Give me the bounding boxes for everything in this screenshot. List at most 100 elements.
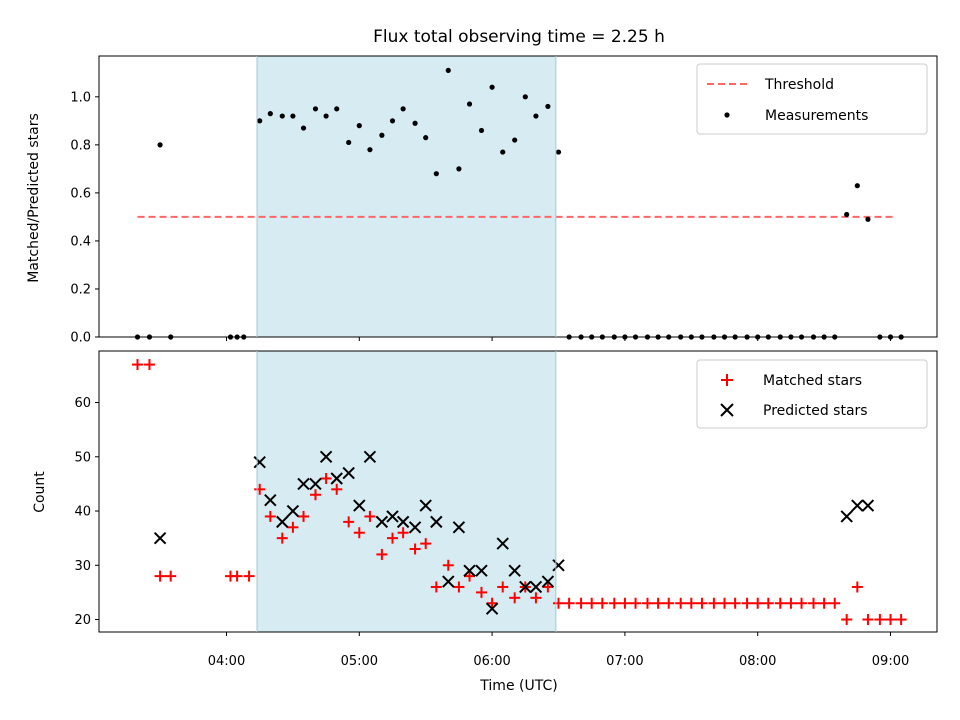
measurement-point [445,67,451,74]
predicted-point [297,477,310,491]
chart-title: Flux total observing time = 2.25 h [373,27,665,47]
matched-point [675,597,687,609]
matched-point [575,597,587,609]
measurement-point [512,137,518,143]
predicted-point [861,499,875,512]
measurement-point [412,120,418,126]
predicted-point [430,515,443,529]
measurement-point [379,132,385,138]
measurement-point [423,135,429,141]
ratio-panel: 0.0 0.2 0.4 0.6 0.8 1.0 Matched/Predicted sta… [26,55,938,346]
predicted-point [463,564,476,577]
matched-point [475,586,487,598]
measurement-point [400,106,406,112]
matched-point [364,510,376,522]
matched-point [276,532,288,544]
matched-point [442,559,454,571]
matched-point [895,614,907,626]
x-axis-label: Time (UTC) [479,678,557,694]
measurement-point [290,113,296,119]
matched-point [563,597,575,609]
predicted-point [363,450,377,463]
matched-point [453,581,465,593]
matched-point [818,597,830,609]
matched-point [829,597,841,609]
matched-point [420,538,432,550]
measurement-point [279,113,285,119]
predicted-point [519,580,532,594]
matched-point [509,592,521,604]
matched-point [254,483,266,495]
matched-point [752,597,764,609]
measurement-point [489,84,495,90]
matched-point [663,597,675,609]
matched-point [762,597,774,609]
matched-point [165,570,177,582]
predicted-point [529,580,543,594]
predicted-point [386,510,399,523]
matched-point [685,597,697,609]
matched-point [231,570,243,582]
measurement-point [533,113,539,119]
ratio-legend-box [696,63,928,135]
matched-point [586,597,598,609]
count-x-tick-label: 08:00 [739,654,776,669]
matched-point [851,581,863,593]
count-panel-frame [98,350,938,633]
measurement-point [257,118,263,124]
ratio-y-tick-label: 0.0 [70,331,91,346]
count-y-tick-label: 40 [74,505,91,520]
matched-point [841,614,853,626]
ratio-y-ticks: 0.0 0.2 0.4 0.6 0.8 1.0 [70,90,99,346]
count-x-tick-label: 04:00 [208,654,245,669]
measurement-point [346,139,352,146]
measurement-points [134,67,904,340]
matched-point [132,359,144,371]
predicted-point [442,575,455,588]
matched-point [729,597,741,609]
count-x-tick-label: 09:00 [872,654,909,669]
count-y-tick-label: 30 [74,559,91,574]
matched-points [132,359,907,626]
ratio-x-ticks [225,337,892,341]
matched-point [486,597,498,609]
matched-point [553,597,565,609]
observing-span-bottom [257,351,556,632]
matched-point [376,548,388,560]
measurement-point [555,149,562,155]
measurement-point [456,166,462,172]
matched-point [397,527,409,539]
count-legend-box [696,359,928,429]
matched-point [874,614,886,626]
predicted-point [552,559,565,572]
predicted-point [419,499,432,512]
predicted-point [276,515,289,529]
count-y-tick-label: 50 [74,450,91,465]
ratio-y-tick-label: 1.0 [70,90,91,105]
ratio-y-axis-label: Matched/Predicted stars [26,113,42,283]
predicted-point [319,450,333,463]
matched-point [320,472,332,484]
matched-point [807,597,819,609]
matched-point [619,597,631,609]
count-x-tick-label: 05:00 [341,654,378,669]
legend-measurements-swatch [724,112,730,118]
matched-point [143,359,155,371]
matched-point [608,597,620,609]
matched-point [652,597,664,609]
count-y-tick-label: 20 [74,613,91,628]
matched-point [530,592,542,604]
matched-point [343,516,355,528]
matched-point [386,532,398,544]
ratio-y-tick-label: 0.8 [70,138,91,153]
ratio-y-tick-label: 0.2 [70,282,91,297]
matched-point [862,614,874,626]
legend-measurements-label: Measurements [765,108,868,124]
predicted-point [475,564,488,577]
legend-matched-label: Matched stars [763,373,862,389]
measurement-point [500,149,506,155]
measurement-point [854,183,860,189]
measurement-point [334,106,340,112]
predicted-point [342,466,355,480]
matched-point [696,597,708,609]
